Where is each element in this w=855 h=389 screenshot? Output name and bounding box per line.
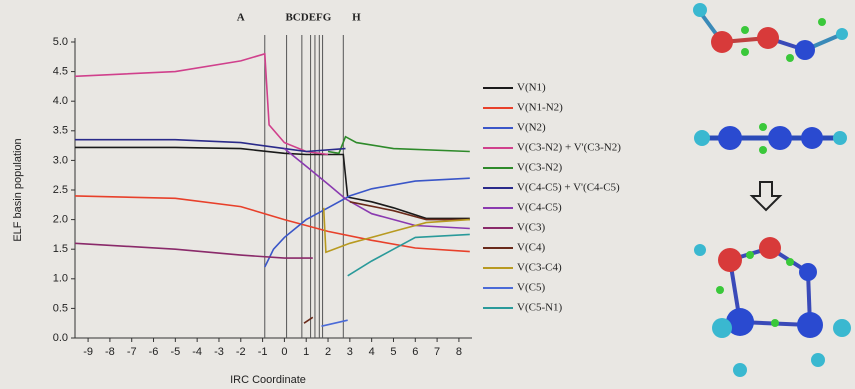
x-axis-label: IRC Coordinate	[230, 374, 306, 386]
molecules	[693, 3, 851, 377]
legend-label: V(N2)	[517, 122, 546, 134]
series-line	[304, 202, 470, 323]
region-label: H	[352, 12, 361, 24]
x-tick-label: -2	[236, 346, 246, 358]
x-tick-label: -6	[149, 346, 159, 358]
legend-label: V(C4-C5) + V'(C4-C5)	[517, 182, 620, 194]
x-tick-label: 0	[281, 346, 287, 358]
x-tick-label: 4	[369, 346, 375, 358]
y-tick-label: 1.5	[53, 243, 68, 255]
x-tick-label: 7	[434, 346, 440, 358]
chart: ELF basin population IRC Coordinate	[0, 0, 855, 389]
x-tick-label: -4	[192, 346, 202, 358]
x-tick-label: 1	[303, 346, 309, 358]
y-tick-label: 0.0	[53, 332, 68, 344]
legend-label: V(N1-N2)	[517, 102, 563, 114]
y-tick-label: 0.5	[53, 302, 68, 314]
y-tick-label: 4.5	[53, 66, 68, 78]
x-tick-label: 2	[325, 346, 331, 358]
legend-label: V(C3-N2) + V'(C3-N2)	[517, 142, 621, 154]
y-tick-label: 3.0	[53, 154, 68, 166]
x-tick-label: 3	[347, 346, 353, 358]
y-axis-label: ELF basin population	[12, 138, 24, 241]
x-tick-label: 8	[456, 346, 462, 358]
legend-label: V(C4-C5)	[517, 202, 562, 214]
series-line	[75, 140, 346, 152]
x-tick-label: -5	[170, 346, 180, 358]
x-tick-label: -8	[105, 346, 115, 358]
legend-label: V(C5)	[517, 282, 545, 294]
series-line	[324, 208, 470, 252]
region-label: A	[237, 12, 245, 24]
series-line	[75, 147, 470, 218]
region-label: BCDEFG	[285, 12, 331, 24]
page: {"chart_data": {"type": "line", "x_label…	[0, 0, 855, 389]
x-tick-label: 6	[412, 346, 418, 358]
x-tick-label: -7	[127, 346, 137, 358]
legend-label: V(C5-N1)	[517, 302, 563, 314]
x-tick-label: -3	[214, 346, 224, 358]
y-tick-label: 5.0	[53, 36, 68, 48]
legend-label: V(C4)	[517, 242, 545, 254]
legend-label: V(C3-N2)	[517, 162, 563, 174]
x-tick-label: -9	[83, 346, 93, 358]
series-line	[348, 234, 470, 275]
x-tick-label: 5	[390, 346, 396, 358]
y-tick-label: 2.5	[53, 184, 68, 196]
y-tick-label: 2.0	[53, 214, 68, 226]
legend-label: V(N1)	[517, 82, 546, 94]
y-tick-label: 3.5	[53, 125, 68, 137]
y-tick-label: 4.0	[53, 95, 68, 107]
legend-label: V(C3-C4)	[517, 262, 562, 274]
legend-label: V(C3)	[517, 222, 545, 234]
series-line	[328, 137, 470, 154]
x-tick-label: -1	[258, 346, 268, 358]
y-tick-label: 1.0	[53, 273, 68, 285]
